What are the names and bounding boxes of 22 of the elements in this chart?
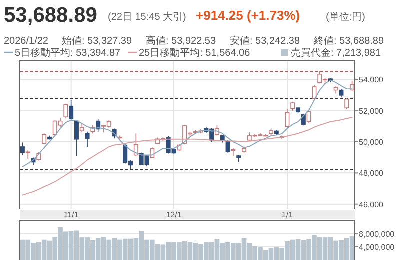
text: 2026/1/22 [4,36,49,47]
text: +914.25 (+1.73%) [196,8,300,23]
y-tick-label: 8,000,000 [359,230,396,239]
x-tick-label: 1/1 [282,210,294,220]
y-tick-label: 4,000,000 [359,243,396,252]
y-tick-label: 54,000 [359,76,384,85]
x-tick-label: 12/1 [166,210,182,220]
chart-title: 53,688.89 [4,4,98,27]
legend-label: 25日移動平均: 51,564.06 [139,47,251,59]
text: 安値: 53,242.38 [230,35,300,47]
text: (単位:円) [326,11,366,23]
legend-label: 5日移動平均: 53,394.87 [15,47,122,59]
text: 高値: 53,922.53 [146,35,216,47]
y-tick-label: 46,000 [359,200,384,210]
y-tick-label: 50,000 [359,138,384,148]
text: 終値: 53,688.89 [313,35,384,47]
text: 始値: 53,327.39 [62,35,132,47]
x-tick-label: 11/1 [64,210,80,220]
y-tick-label: 48,000 [359,169,384,178]
legend-label: 売買代金: 7,213,981 [291,47,382,59]
y-tick-label: 52,000 [359,106,384,116]
chart-subtitle: (22日 15:45 大引) [108,11,186,23]
